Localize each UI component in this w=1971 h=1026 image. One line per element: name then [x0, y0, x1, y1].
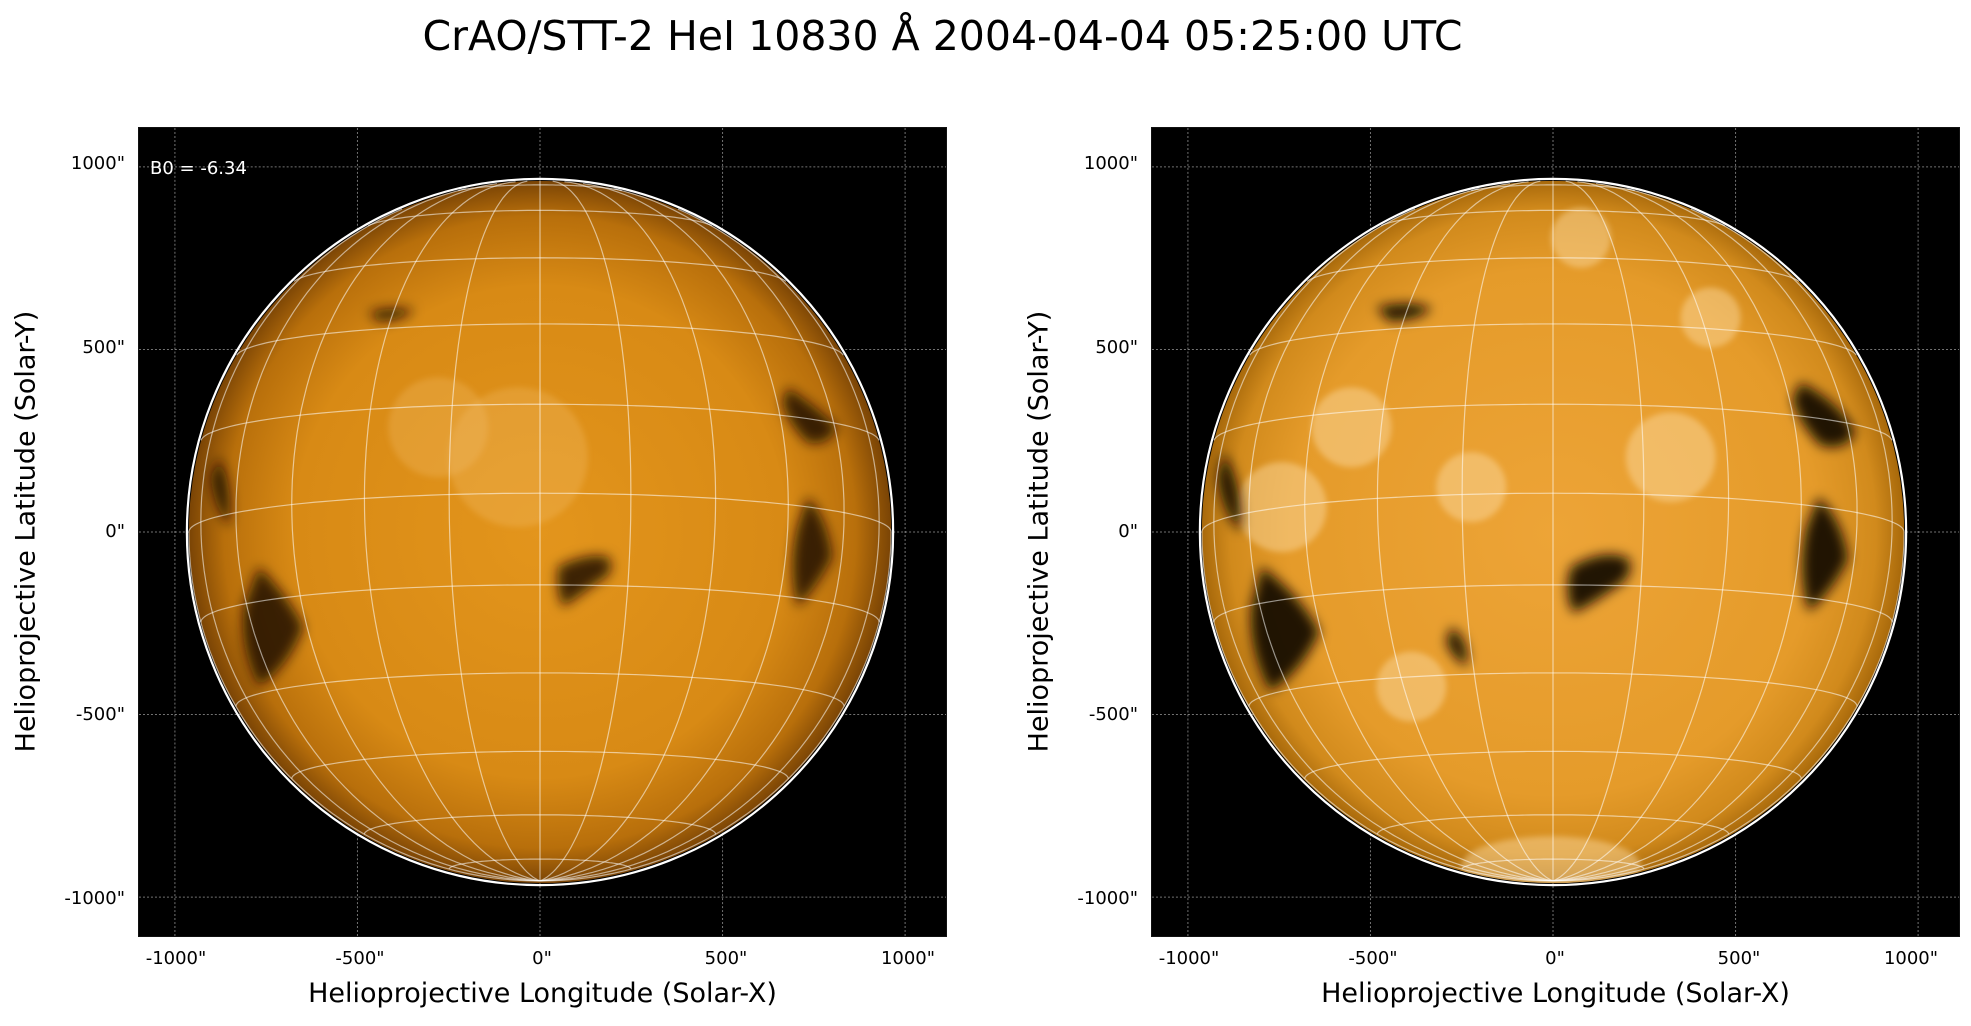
- ytick-right-minus1000: -1000": [1077, 888, 1138, 909]
- xtick-right-minus1000: -1000": [1158, 948, 1220, 969]
- parallel-line: [1461, 858, 1645, 870]
- ytick-right-1000: 1000": [1083, 153, 1138, 174]
- meridian-line: [539, 208, 880, 882]
- xtick-left-minus500: -500": [335, 948, 385, 969]
- meridian-line: [291, 182, 541, 882]
- solar-image-left: B0 = -6.34: [138, 127, 947, 937]
- heliographic-grid: [188, 180, 892, 882]
- meridian-line: [539, 180, 632, 882]
- xtick-right-0: 0": [1545, 948, 1565, 969]
- heliographic-grid: [1201, 180, 1905, 882]
- ytick-left-500: 500": [82, 337, 125, 358]
- limb-outline: [185, 177, 895, 887]
- meridian-line: [1248, 188, 1554, 882]
- b0-annotation: B0 = -6.34: [150, 158, 247, 179]
- figure-title: CrAO/STT-2 HeI 10830 Å 2004-04-04 05:25:…: [422, 12, 1463, 60]
- parallel-line: [291, 750, 789, 779]
- ytick-right-minus500: -500": [1088, 704, 1138, 725]
- meridian-line: [1213, 208, 1554, 882]
- ytick-right-0: 0": [1118, 521, 1138, 542]
- parallel-line: [1249, 323, 1857, 356]
- xtick-right-500: 500": [1717, 948, 1761, 969]
- meridian-line: [448, 180, 541, 882]
- meridian-line: [539, 188, 845, 882]
- meridian-line: [235, 188, 541, 882]
- parallel-line: [1376, 814, 1730, 835]
- parallel-line: [1306, 257, 1800, 282]
- parallel-line: [1380, 209, 1726, 227]
- meridian-line: [200, 208, 541, 882]
- parallel-line: [188, 492, 892, 533]
- parallel-line: [363, 814, 717, 835]
- parallel-line: [293, 257, 787, 282]
- limb-outline: [1198, 177, 1908, 887]
- meridian-line: [1552, 182, 1802, 882]
- parallel-line: [367, 209, 713, 227]
- parallel-line: [200, 403, 880, 441]
- meridian-line: [1552, 188, 1858, 882]
- meridian-line: [1552, 181, 1730, 882]
- ytick-left-minus1000: -1000": [64, 888, 125, 909]
- xtick-right-minus500: -500": [1348, 948, 1398, 969]
- sun-disk-left-svg: [139, 128, 946, 936]
- sun-disk-right-svg: [1152, 128, 1959, 936]
- ytick-left-minus500: -500": [75, 704, 125, 725]
- ytick-right-500: 500": [1095, 337, 1138, 358]
- meridian-line: [539, 181, 717, 882]
- parallel-line: [200, 584, 880, 623]
- xtick-left-500: 500": [704, 948, 748, 969]
- parallel-line: [448, 858, 632, 870]
- xlabel-left: Helioprojective Longitude (Solar-X): [308, 978, 777, 1009]
- meridian-line: [1552, 208, 1893, 882]
- xtick-left-minus1000: -1000": [145, 948, 207, 969]
- ylabel-right: Helioprojective Latitude (Solar-Y): [1023, 310, 1055, 753]
- parallel-line: [458, 184, 622, 192]
- meridian-line: [1461, 180, 1554, 882]
- xlabel-right: Helioprojective Longitude (Solar-X): [1321, 978, 1790, 1009]
- parallel-line: [1304, 750, 1802, 779]
- parallel-line: [1201, 492, 1905, 533]
- xtick-left-0: 0": [532, 948, 552, 969]
- xtick-left-1000: 1000": [880, 948, 936, 969]
- parallel-line: [1248, 672, 1858, 707]
- ylabel-left: Helioprojective Latitude (Solar-Y): [10, 310, 42, 753]
- meridian-line: [539, 182, 789, 882]
- meridian-line: [1376, 181, 1554, 882]
- ytick-left-1000: 1000": [70, 153, 125, 174]
- parallel-line: [1471, 184, 1635, 192]
- parallel-line: [1213, 584, 1893, 623]
- solar-image-right: [1151, 127, 1960, 937]
- parallel-line: [236, 323, 844, 356]
- meridian-line: [363, 181, 541, 882]
- sun-features: [210, 308, 838, 687]
- parallel-line: [235, 672, 845, 707]
- parallel-line: [1213, 403, 1893, 441]
- ytick-left-0: 0": [105, 521, 125, 542]
- xtick-right-1000: 1000": [1883, 948, 1939, 969]
- meridian-line: [1552, 180, 1645, 882]
- meridian-line: [1304, 182, 1554, 882]
